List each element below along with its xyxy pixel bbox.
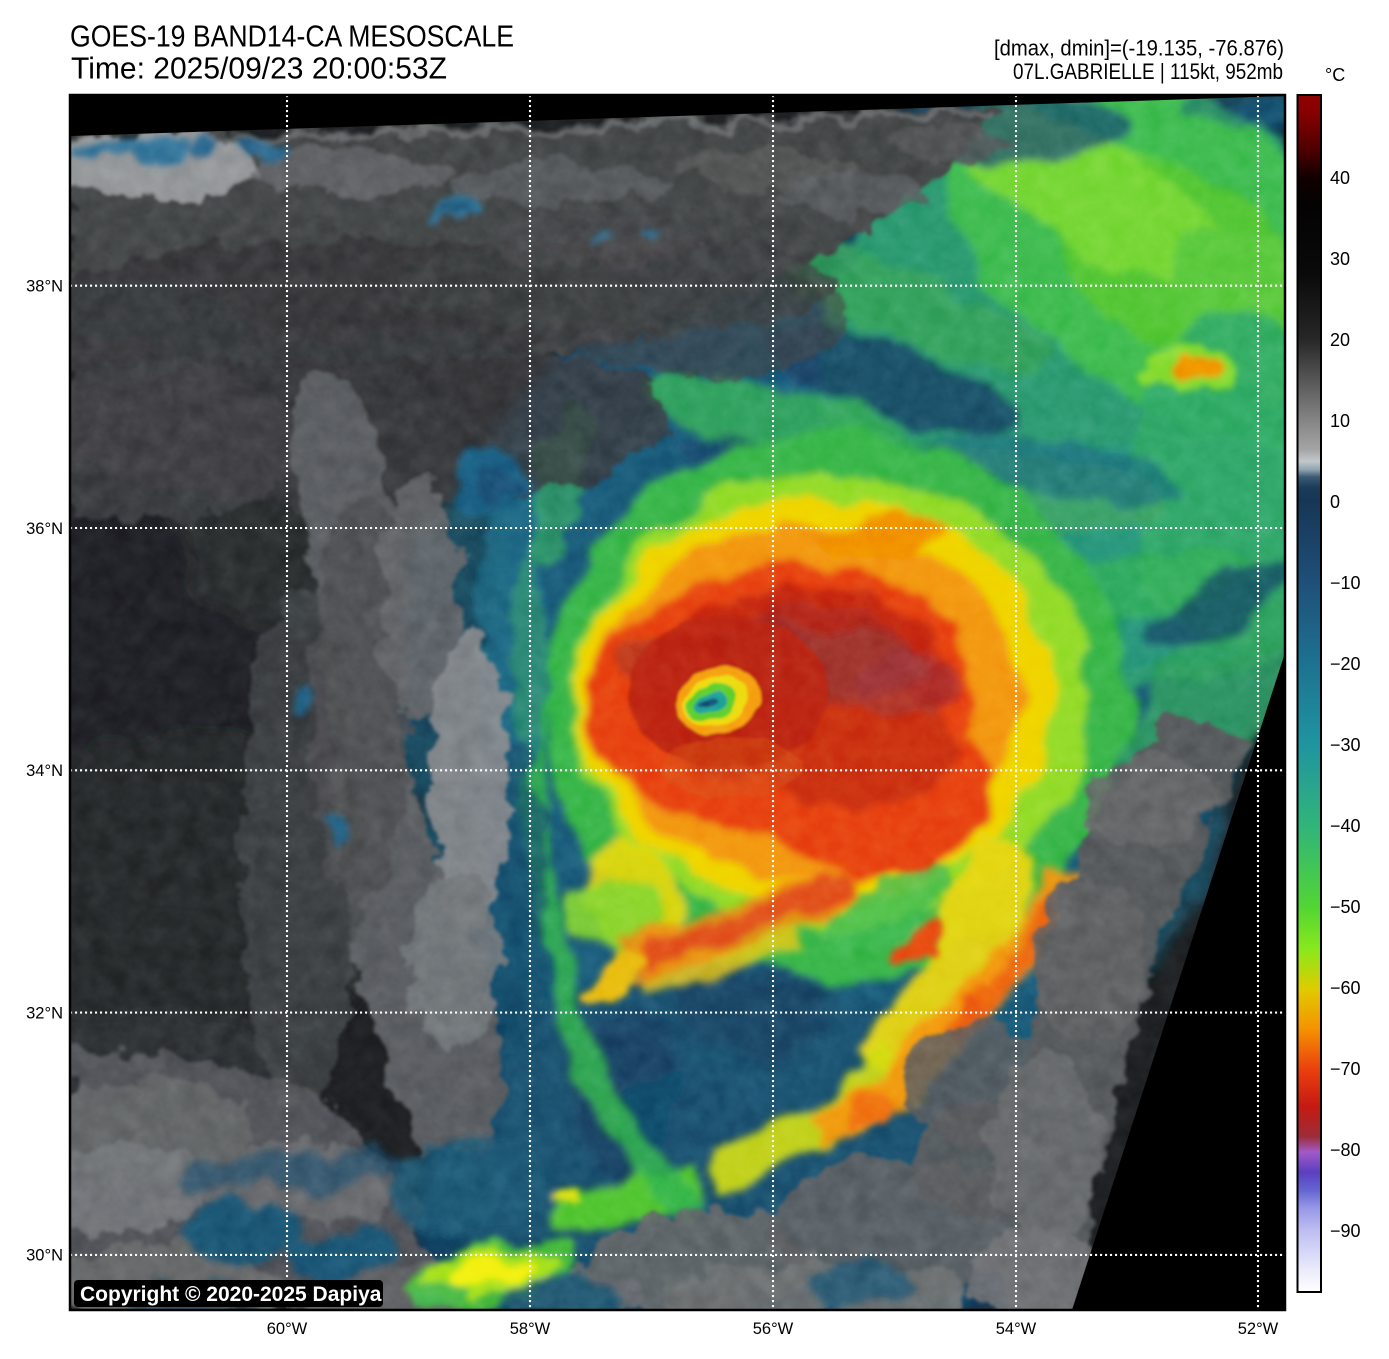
svg-text:20: 20 [1330, 330, 1350, 350]
svg-text:−60: −60 [1330, 978, 1361, 998]
svg-text:0: 0 [1330, 492, 1340, 512]
svg-text:−40: −40 [1330, 816, 1361, 836]
svg-text:−50: −50 [1330, 897, 1361, 917]
svg-text:10: 10 [1330, 411, 1350, 431]
svg-text:−20: −20 [1330, 654, 1361, 674]
svg-text:°C: °C [1325, 65, 1345, 85]
svg-text:GOES-19 BAND14-CA MESOSCALE: GOES-19 BAND14-CA MESOSCALE [70, 20, 514, 54]
svg-text:38°N: 38°N [26, 278, 63, 296]
svg-text:60°W: 60°W [267, 1320, 308, 1338]
svg-text:−90: −90 [1330, 1221, 1361, 1241]
svg-text:30: 30 [1330, 249, 1350, 269]
svg-text:Copyright © 2020-2025 Dapiya: Copyright © 2020-2025 Dapiya [80, 1283, 382, 1306]
svg-text:36°N: 36°N [26, 520, 63, 538]
svg-text:−80: −80 [1330, 1140, 1361, 1160]
svg-text:52°W: 52°W [1238, 1320, 1279, 1338]
svg-text:32°N: 32°N [26, 1004, 63, 1022]
svg-text:−10: −10 [1330, 573, 1361, 593]
svg-text:54°W: 54°W [996, 1320, 1037, 1338]
svg-text:07L.GABRIELLE | 115kt, 952mb: 07L.GABRIELLE | 115kt, 952mb [1013, 59, 1283, 84]
svg-text:58°W: 58°W [510, 1320, 551, 1338]
svg-text:40: 40 [1330, 168, 1350, 188]
svg-text:30°N: 30°N [26, 1247, 63, 1265]
svg-text:−30: −30 [1330, 735, 1361, 755]
svg-text:−70: −70 [1330, 1059, 1361, 1079]
svg-text:34°N: 34°N [26, 762, 63, 780]
svg-text:Time: 2025/09/23 20:00:53Z: Time: 2025/09/23 20:00:53Z [71, 52, 447, 86]
svg-text:56°W: 56°W [753, 1320, 794, 1338]
svg-text:[dmax, dmin]=(-19.135, -76.876: [dmax, dmin]=(-19.135, -76.876) [994, 36, 1284, 61]
